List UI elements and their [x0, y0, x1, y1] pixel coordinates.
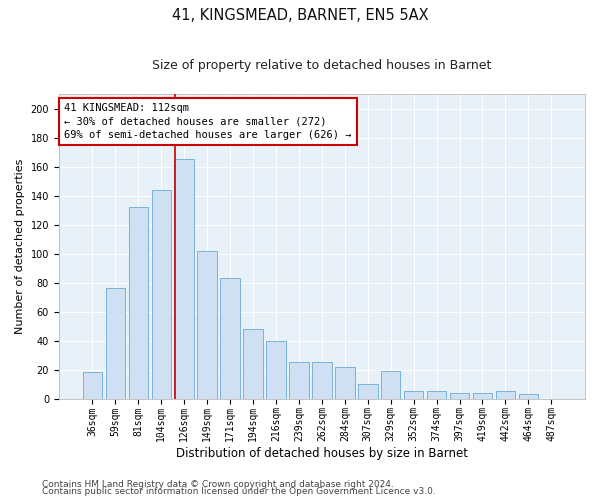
Bar [152, 190, 171, 398]
Bar [473, 393, 492, 398]
Bar [128, 207, 148, 398]
Bar [312, 362, 332, 398]
Bar [244, 329, 263, 398]
Text: Contains HM Land Registry data © Crown copyright and database right 2024.: Contains HM Land Registry data © Crown c… [42, 480, 394, 489]
Bar [175, 160, 194, 398]
Bar [450, 393, 469, 398]
Text: Contains public sector information licensed under the Open Government Licence v3: Contains public sector information licen… [42, 488, 436, 496]
Bar [335, 366, 355, 398]
X-axis label: Distribution of detached houses by size in Barnet: Distribution of detached houses by size … [176, 447, 468, 460]
Y-axis label: Number of detached properties: Number of detached properties [15, 158, 25, 334]
Bar [220, 278, 240, 398]
Bar [381, 371, 400, 398]
Bar [266, 340, 286, 398]
Bar [197, 250, 217, 398]
Bar [83, 372, 102, 398]
Bar [496, 392, 515, 398]
Bar [106, 288, 125, 399]
Bar [404, 392, 424, 398]
Title: Size of property relative to detached houses in Barnet: Size of property relative to detached ho… [152, 59, 491, 72]
Bar [289, 362, 308, 398]
Text: 41, KINGSMEAD, BARNET, EN5 5AX: 41, KINGSMEAD, BARNET, EN5 5AX [172, 8, 428, 22]
Bar [427, 392, 446, 398]
Bar [358, 384, 377, 398]
Bar [518, 394, 538, 398]
Text: 41 KINGSMEAD: 112sqm
← 30% of detached houses are smaller (272)
69% of semi-deta: 41 KINGSMEAD: 112sqm ← 30% of detached h… [64, 103, 352, 140]
